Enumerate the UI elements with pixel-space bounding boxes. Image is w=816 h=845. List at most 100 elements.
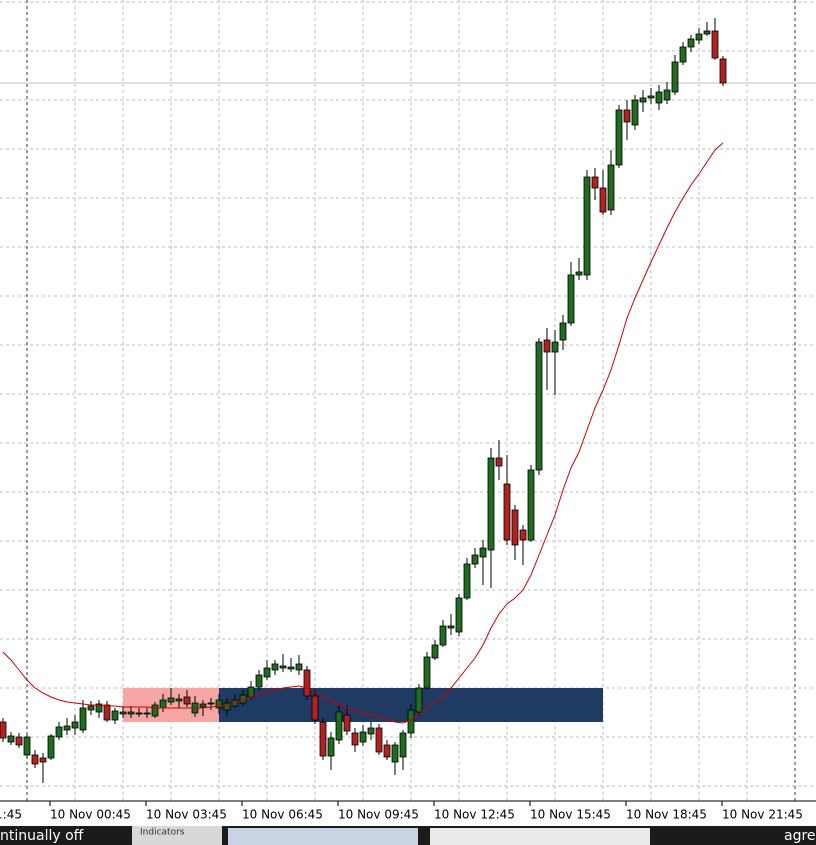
candle-body <box>639 97 647 103</box>
candle-body <box>559 322 567 341</box>
candle-body <box>367 727 375 735</box>
taskbar-text: agreei <box>784 828 816 844</box>
candle-body <box>127 711 135 715</box>
candle-body <box>551 341 559 353</box>
plot <box>0 18 816 783</box>
candle-body <box>655 91 663 104</box>
x-tick-label: 10 Nov 06:45 <box>242 808 323 822</box>
x-tick-label: 10 Nov 15:45 <box>530 808 611 822</box>
candle-body <box>671 61 679 93</box>
candle-body <box>271 663 279 671</box>
tab-label[interactable]: Indicators <box>140 828 185 838</box>
x-labels: 10 Nov 00:45 10 Nov 03:45 10 Nov 06:45 10 N… <box>0 801 803 822</box>
candle-body <box>327 737 335 757</box>
candle-body <box>135 712 143 715</box>
candle-body <box>175 698 183 702</box>
candle-body <box>695 33 703 41</box>
candle-body <box>439 625 447 646</box>
taskbar-tab[interactable] <box>132 826 222 845</box>
toolbar-strip <box>430 828 650 845</box>
x-tick-label: 10 Nov 21:45 <box>722 808 803 822</box>
candle-body <box>399 732 407 758</box>
candle-body <box>471 554 479 565</box>
candle-body <box>535 341 543 471</box>
candle-body <box>447 625 455 629</box>
candle-body <box>207 702 215 705</box>
candle-body <box>55 726 63 738</box>
candle-body <box>63 725 71 731</box>
candle-body <box>159 699 167 709</box>
candle-body <box>287 666 295 670</box>
candle-body <box>527 469 535 541</box>
taskbar-text: ntinually off <box>0 828 84 844</box>
candle-body <box>375 727 383 753</box>
candle-body <box>719 58 727 84</box>
candle-body <box>383 744 391 758</box>
candle-body <box>463 563 471 599</box>
candle-body <box>95 703 103 713</box>
candle-body <box>679 46 687 63</box>
candle-body <box>631 99 639 126</box>
candle-body <box>591 176 599 189</box>
candle-body <box>599 187 607 213</box>
candle-body <box>103 704 111 721</box>
candle-body <box>255 674 263 688</box>
x-tick-label: 1:45 <box>0 808 22 822</box>
candle-body <box>79 707 87 731</box>
candle-body <box>0 721 7 739</box>
candle-body <box>247 686 255 698</box>
candle-body <box>607 164 615 211</box>
candle-body <box>495 457 503 467</box>
candle-body <box>31 754 39 765</box>
candle-body <box>47 735 55 759</box>
candle-body <box>151 704 159 717</box>
candle-body <box>295 663 303 671</box>
candle-body <box>319 721 327 757</box>
candle-body <box>359 731 367 743</box>
candle-body <box>15 736 23 746</box>
candle-body <box>223 702 231 711</box>
candle-body <box>487 457 495 551</box>
candle-body <box>663 89 671 101</box>
x-tick-label: 10 Nov 09:45 <box>338 808 419 822</box>
candle-body <box>415 687 423 713</box>
candle-body <box>567 274 575 324</box>
x-tick-label: 10 Nov 18:45 <box>626 808 707 822</box>
candle-body <box>687 38 695 48</box>
candle-body <box>391 744 399 763</box>
candle-body <box>431 644 439 659</box>
candle-body <box>511 509 519 546</box>
candle-body <box>343 714 351 732</box>
candle-body <box>543 339 551 353</box>
candle-body <box>455 597 463 633</box>
candle-body <box>479 547 487 558</box>
candle-body <box>647 95 655 99</box>
candle-body <box>143 712 151 715</box>
candle-body <box>351 732 359 746</box>
candle-body <box>279 665 287 669</box>
candle-body <box>71 721 79 729</box>
x-tick-label: 10 Nov 00:45 <box>50 808 131 822</box>
candle-body <box>423 656 431 689</box>
candle-body <box>519 529 527 541</box>
candle-body <box>575 271 583 276</box>
candle-body <box>87 705 95 711</box>
candle-body <box>583 176 591 276</box>
candle-body <box>183 696 191 705</box>
candle-body <box>199 703 207 708</box>
candle-body <box>623 109 631 123</box>
candle-body <box>407 709 415 734</box>
candle-body <box>263 667 271 678</box>
x-tick-label: 10 Nov 03:45 <box>146 808 227 822</box>
candle-body <box>167 697 175 703</box>
candle-body <box>7 735 15 743</box>
moving-average <box>2 142 724 724</box>
candle-body <box>119 711 127 715</box>
candle-body <box>711 30 719 59</box>
candle-body <box>703 30 711 35</box>
candle-body <box>39 757 47 763</box>
candle-body <box>335 711 343 741</box>
candle-body <box>111 710 119 721</box>
candle-body <box>303 669 311 697</box>
